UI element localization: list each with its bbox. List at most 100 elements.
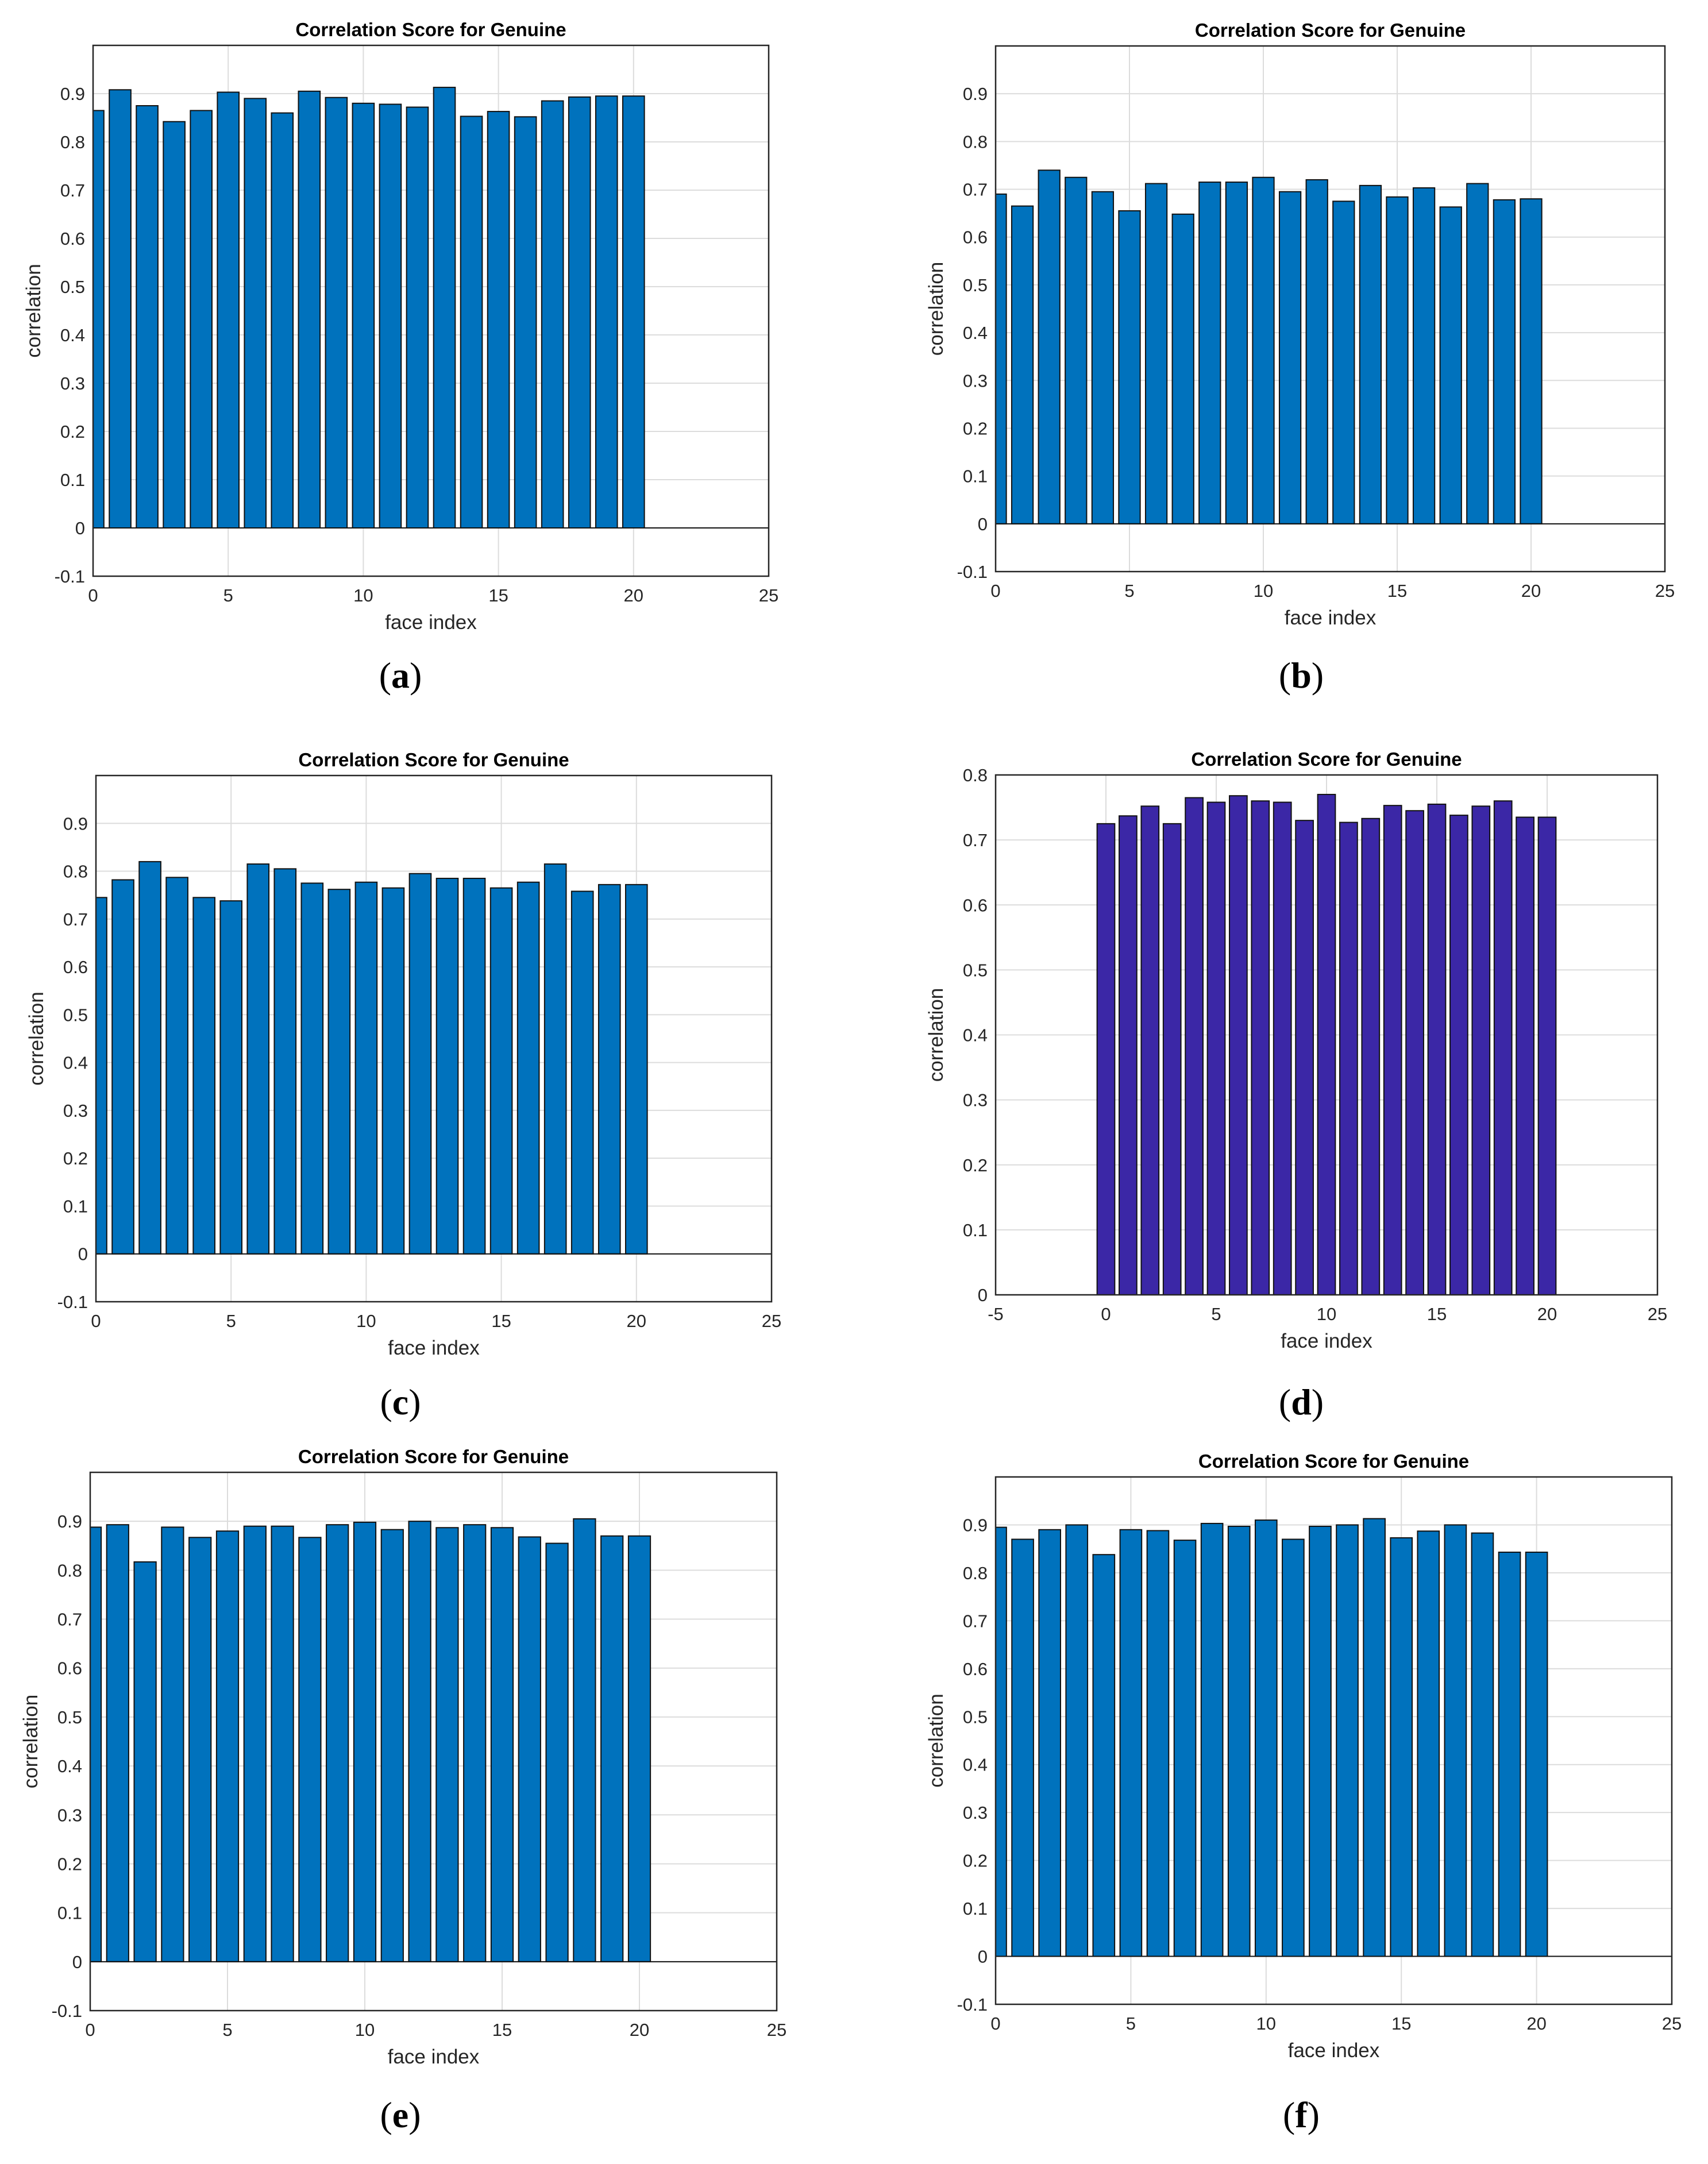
y-tick-label: 0.9	[963, 84, 988, 104]
y-tick-label: 0.6	[63, 957, 88, 977]
axes-box	[994, 1476, 1673, 2005]
bar-face-14	[463, 1524, 487, 1962]
y-tick-label: -0.1	[957, 1995, 988, 2015]
panel-caption: (a)	[379, 655, 422, 696]
bar-face-20	[1525, 1552, 1548, 1957]
chart-panel-b: -0.100.10.20.30.40.50.60.70.80.90 5 10 15 20…	[925, 20, 1675, 696]
y-tick-label: -0.1	[52, 2001, 82, 2021]
y-tick-label: 0.1	[63, 1196, 88, 1216]
bar-face-12	[1361, 817, 1381, 1295]
x-tick-label: 10	[353, 585, 373, 605]
bar-face-17	[1439, 206, 1462, 524]
bar-face-13	[435, 1527, 459, 1962]
x-tick-label: 0	[990, 581, 1000, 601]
bar-face-1	[1011, 205, 1034, 524]
bar-face-10	[353, 1521, 377, 1962]
panel-caption: (b)	[1279, 655, 1324, 696]
y-tick-label: 0.6	[57, 1658, 82, 1679]
bar-face-1	[1119, 815, 1138, 1295]
y-tick-label: 0.8	[63, 862, 88, 882]
x-tick-label: 15	[491, 1311, 511, 1331]
bar-face-5	[1118, 210, 1141, 524]
y-tick-label: 0	[72, 1952, 82, 1972]
axes-box	[89, 1471, 778, 2012]
bar-face-16	[514, 116, 537, 529]
bar-face-2	[1038, 169, 1061, 524]
bar-face-4	[1185, 797, 1204, 1295]
bar-face-6	[244, 98, 267, 529]
bar-face-11	[1282, 1538, 1305, 1957]
bar-face-10	[354, 881, 378, 1255]
y-tick-label: 0.7	[963, 830, 988, 850]
bar-face-18	[1471, 1532, 1494, 1957]
y-tick-label: 0.8	[963, 1563, 988, 1583]
y-axis-label: correlation	[25, 992, 48, 1085]
bar-face-7	[271, 112, 294, 529]
y-tick-label: 0.5	[963, 275, 988, 295]
y-tick-label: -0.1	[55, 566, 85, 587]
bar-face-19	[1493, 199, 1516, 524]
bar-face-5	[217, 91, 240, 529]
bar-face-11	[1278, 191, 1302, 524]
bar-face-15	[489, 887, 513, 1255]
x-tick-label: 10	[1254, 581, 1273, 601]
panel-caption: (e)	[380, 2094, 421, 2135]
bar-face-18	[573, 1518, 596, 1962]
bar-face-14	[462, 878, 486, 1255]
bar-face-16	[1417, 1530, 1440, 1957]
bar-face-15	[487, 111, 510, 529]
bar-face-7	[1251, 800, 1270, 1295]
x-tick-label: 10	[1256, 2013, 1276, 2034]
bar-face-2	[136, 105, 159, 529]
bar-face-14	[1359, 184, 1382, 524]
chart-title: Correlation Score for Genuine	[298, 1446, 569, 1467]
bar-face-16	[1449, 815, 1468, 1295]
bar-face-20	[622, 95, 645, 529]
y-tick-label: 0.2	[57, 1854, 82, 1874]
bar-face-3	[161, 1526, 184, 1962]
y-tick-label: 0	[78, 1244, 88, 1264]
bar-group	[90, 1518, 651, 1962]
x-tick-label: 10	[355, 2020, 375, 2040]
y-tick-label: 0.2	[963, 418, 988, 438]
panel-caption: (f)	[1283, 2094, 1320, 2135]
bar-face-0	[1096, 823, 1116, 1295]
bar-face-9	[1227, 1525, 1251, 1957]
y-tick-label: -0.1	[57, 1292, 88, 1312]
axes-box	[95, 774, 773, 1303]
bar-face-14	[460, 115, 483, 529]
bar-face-5	[1206, 801, 1226, 1295]
bar-face-20	[624, 884, 648, 1255]
bar-face-7	[273, 868, 297, 1255]
bar-face-16	[516, 881, 540, 1255]
bar-face-3	[1162, 823, 1182, 1295]
chart-panel-c: -0.100.10.20.30.40.50.60.70.80.90 5 10 15 20…	[25, 749, 781, 1422]
y-tick-label: 0.3	[963, 371, 988, 391]
x-tick-label: 25	[1648, 1304, 1667, 1324]
bar-face-13	[433, 87, 456, 529]
x-tick-label: 5	[1124, 581, 1134, 601]
bar-face-17	[541, 100, 564, 529]
x-tick-label: 15	[488, 585, 508, 605]
y-tick-label: 0.8	[963, 132, 988, 152]
y-axis-label: correlation	[20, 1695, 42, 1788]
bar-face-3	[1065, 176, 1088, 524]
chart-panel-a: -0.100.10.20.30.40.50.60.70.80.90 5 10 15 20…	[22, 19, 778, 696]
bar-face-12	[1305, 179, 1328, 524]
bar-face-7	[1171, 213, 1194, 524]
y-tick-label: 0.5	[63, 1005, 88, 1025]
bar-face-5	[215, 1530, 240, 1962]
bar-face-9	[325, 97, 348, 529]
y-tick-label: 0.5	[963, 960, 988, 980]
bar-face-13	[1336, 1524, 1359, 1957]
y-tick-label: 0.4	[963, 1755, 988, 1775]
y-tick-label: 0.4	[63, 1053, 88, 1073]
bar-group	[93, 87, 645, 529]
bar-face-19	[595, 95, 618, 529]
x-tick-label: 20	[627, 1311, 646, 1331]
bar-face-9	[1295, 820, 1314, 1295]
bar-face-8	[1273, 801, 1292, 1295]
chart-panel-f: -0.100.10.20.30.40.50.60.70.80.90 5 10 15 20…	[925, 1451, 1682, 2135]
bar-face-17	[543, 863, 567, 1255]
